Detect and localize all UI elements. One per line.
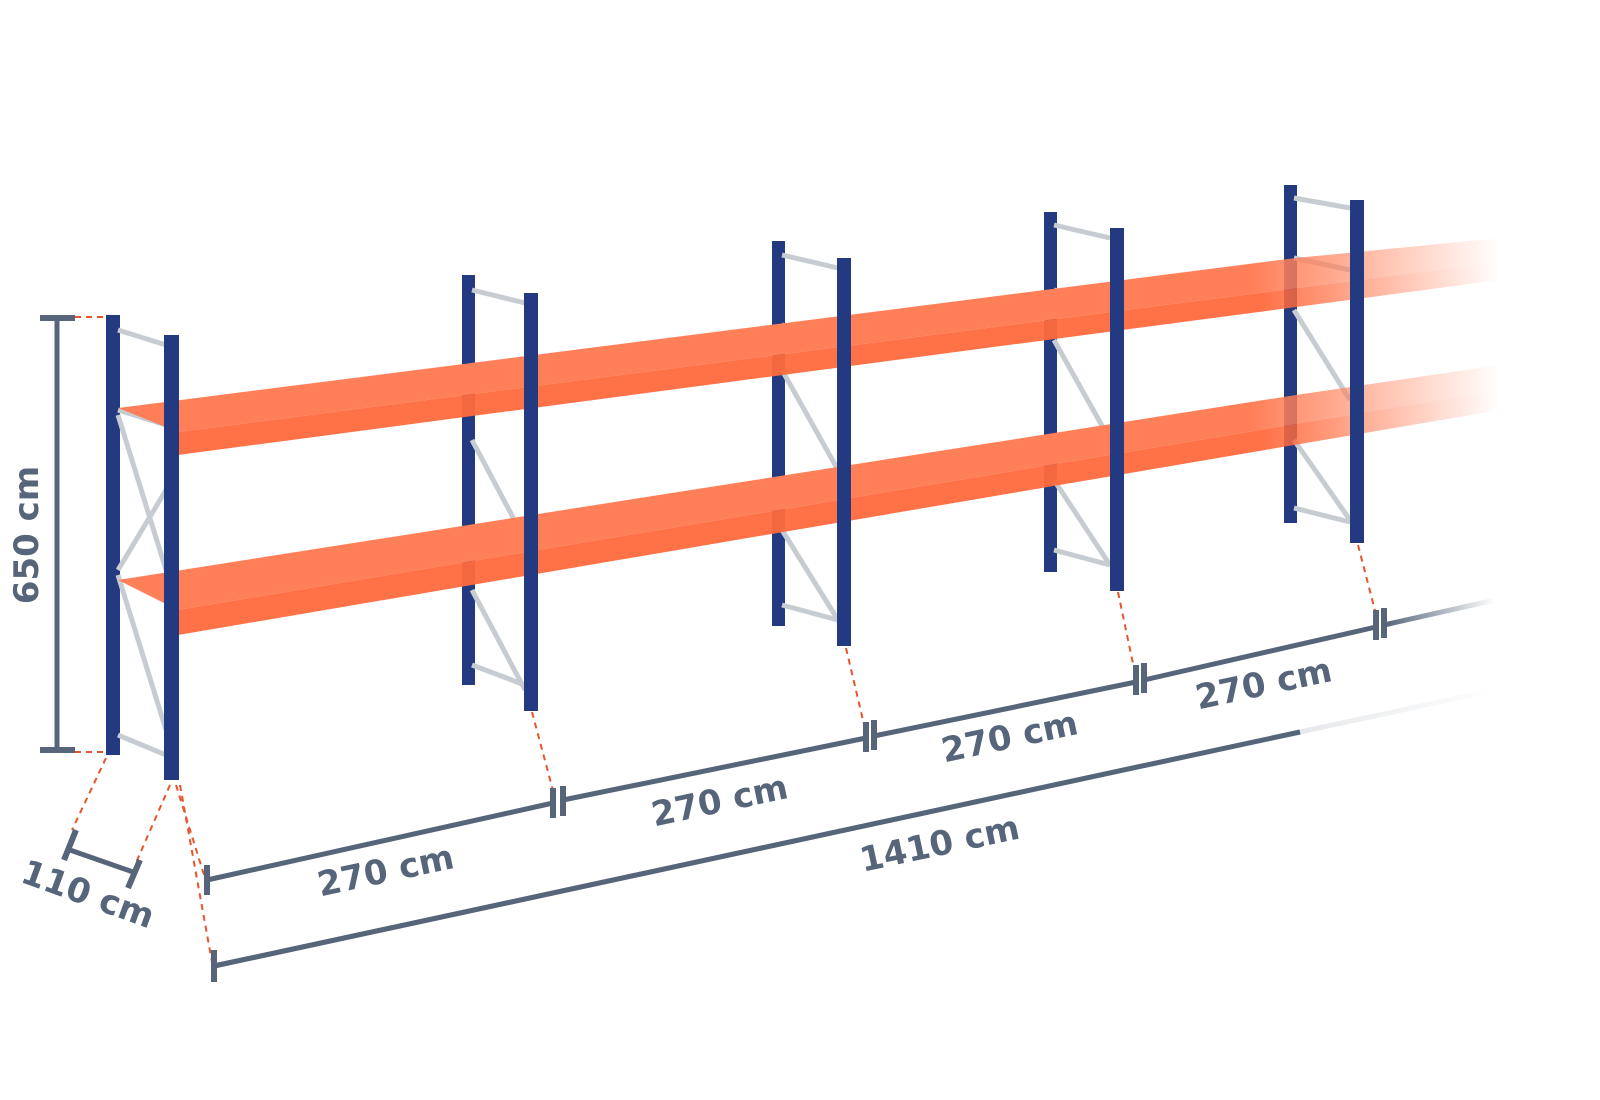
guide-lines xyxy=(71,316,1379,963)
height-label: 650 cm xyxy=(7,466,47,604)
depth-dimension: 110 cm xyxy=(16,828,160,937)
total-length-label: 1410 cm xyxy=(856,808,1023,881)
bay-3-label: 270 cm xyxy=(938,703,1082,771)
front-uprights xyxy=(164,200,1364,780)
frame-bracing xyxy=(115,195,1353,758)
bay-1-label: 270 cm xyxy=(314,837,458,905)
bay-4-label: 270 cm xyxy=(1192,650,1336,718)
height-dimension: 650 cm xyxy=(7,315,75,753)
